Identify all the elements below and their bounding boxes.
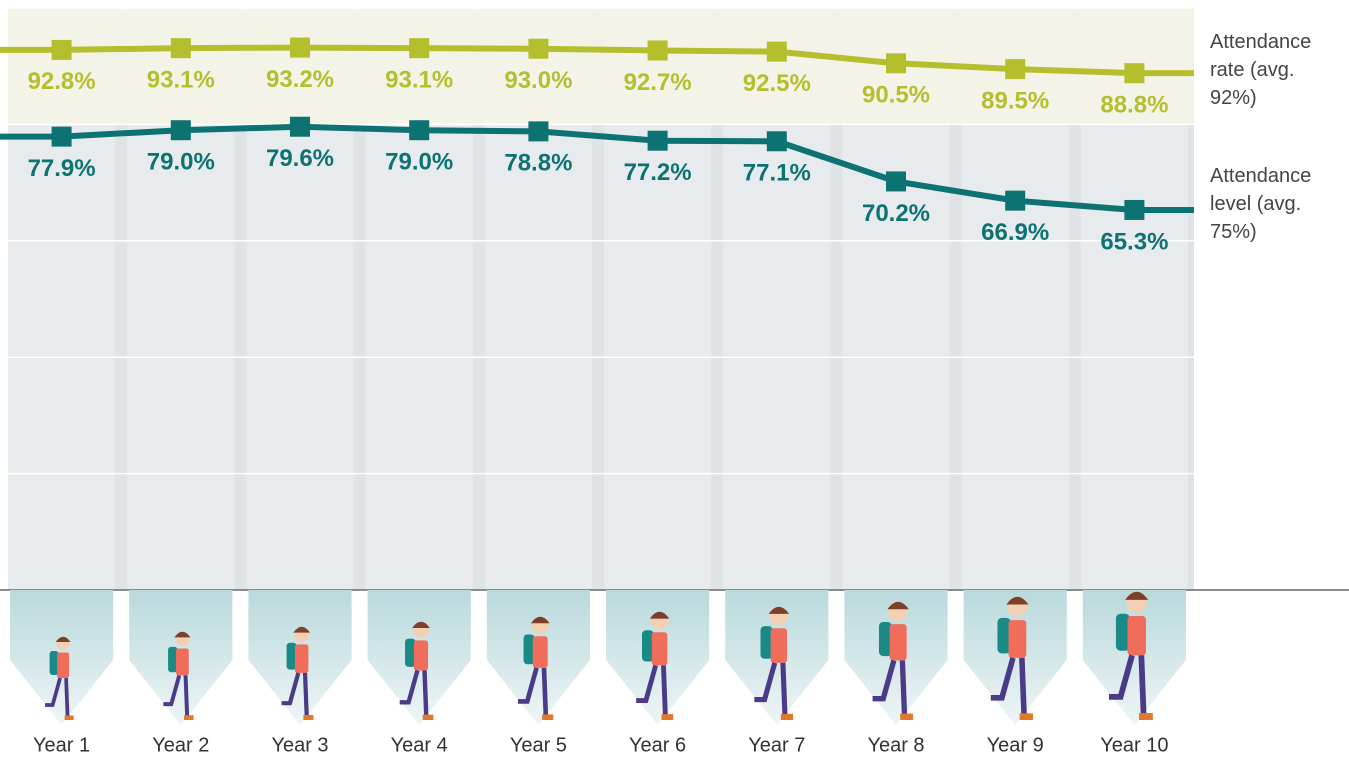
- value-label: 90.5%: [862, 82, 930, 109]
- point-marker: [52, 40, 72, 60]
- point-marker: [1124, 63, 1144, 83]
- shoe: [423, 715, 434, 720]
- point-marker: [767, 131, 787, 151]
- chart: Year 1 Year 2 Year 3 Year 4 Year 5 Year 6 Year…: [0, 0, 1349, 771]
- x-tick-label: Year 9: [987, 734, 1044, 756]
- point-marker: [290, 38, 310, 58]
- torso: [1009, 620, 1027, 658]
- point-marker: [290, 117, 310, 137]
- value-label: 79.0%: [147, 149, 215, 176]
- point-marker: [52, 127, 72, 147]
- value-label: 77.2%: [624, 159, 692, 186]
- x-tick-label: Year 10: [1100, 734, 1168, 756]
- value-label: 79.6%: [266, 145, 334, 172]
- torso: [414, 640, 428, 670]
- shoe: [1139, 713, 1153, 720]
- value-label: 66.9%: [981, 219, 1049, 246]
- torso: [652, 632, 668, 665]
- value-label: 70.2%: [862, 200, 930, 227]
- point-marker: [1124, 200, 1144, 220]
- value-label: 79.0%: [385, 149, 453, 176]
- point-marker: [886, 171, 906, 191]
- shoe: [662, 714, 674, 720]
- value-label: 93.0%: [504, 67, 572, 94]
- torso: [1127, 616, 1145, 655]
- shoe: [781, 714, 793, 720]
- torso: [533, 636, 548, 668]
- point-marker: [528, 39, 548, 59]
- x-tick-label: Year 4: [391, 734, 448, 756]
- value-label: 92.5%: [743, 70, 811, 97]
- x-tick-label: Year 8: [867, 734, 924, 756]
- point-marker: [1005, 191, 1025, 211]
- value-label: 78.8%: [504, 150, 572, 177]
- x-tick-label: Year 1: [33, 734, 90, 756]
- point-marker: [767, 42, 787, 62]
- x-tick-label: Year 3: [271, 734, 328, 756]
- value-label: 65.3%: [1100, 228, 1168, 255]
- shoe: [1020, 713, 1033, 720]
- point-marker: [409, 38, 429, 58]
- point-marker: [648, 131, 668, 151]
- point-marker: [171, 38, 191, 58]
- value-label: 93.2%: [266, 66, 334, 93]
- value-label: 92.8%: [28, 68, 96, 95]
- point-marker: [171, 120, 191, 140]
- torso: [57, 653, 69, 679]
- x-tick-label: Year 7: [748, 734, 805, 756]
- x-tick-label: Year 5: [510, 734, 567, 756]
- value-label: 93.1%: [147, 67, 215, 94]
- shoe: [900, 714, 913, 720]
- torso: [176, 648, 189, 675]
- value-label: 77.1%: [743, 160, 811, 187]
- legend-level: Attendance level (avg. 75%): [1210, 162, 1345, 246]
- point-marker: [1005, 59, 1025, 79]
- page: Year 1 Year 2 Year 3 Year 4 Year 5 Year 6 Year…: [0, 0, 1349, 771]
- torso: [771, 628, 787, 663]
- value-label: 93.1%: [385, 67, 453, 94]
- shoe: [542, 714, 553, 720]
- shoe: [303, 715, 313, 720]
- value-label: 89.5%: [981, 87, 1049, 114]
- point-marker: [528, 121, 548, 141]
- x-tick-label: Year 2: [152, 734, 209, 756]
- torso: [295, 644, 308, 673]
- point-marker: [886, 53, 906, 73]
- torso: [890, 624, 907, 660]
- shoe: [184, 715, 194, 720]
- value-label: 88.8%: [1100, 92, 1168, 119]
- point-marker: [648, 40, 668, 60]
- x-tick-label: Year 6: [629, 734, 686, 756]
- value-label: 92.7%: [624, 69, 692, 96]
- point-marker: [409, 120, 429, 140]
- value-label: 77.9%: [28, 155, 96, 182]
- legend-rate: Attendance rate (avg. 92%): [1210, 28, 1345, 112]
- shoe: [65, 716, 74, 721]
